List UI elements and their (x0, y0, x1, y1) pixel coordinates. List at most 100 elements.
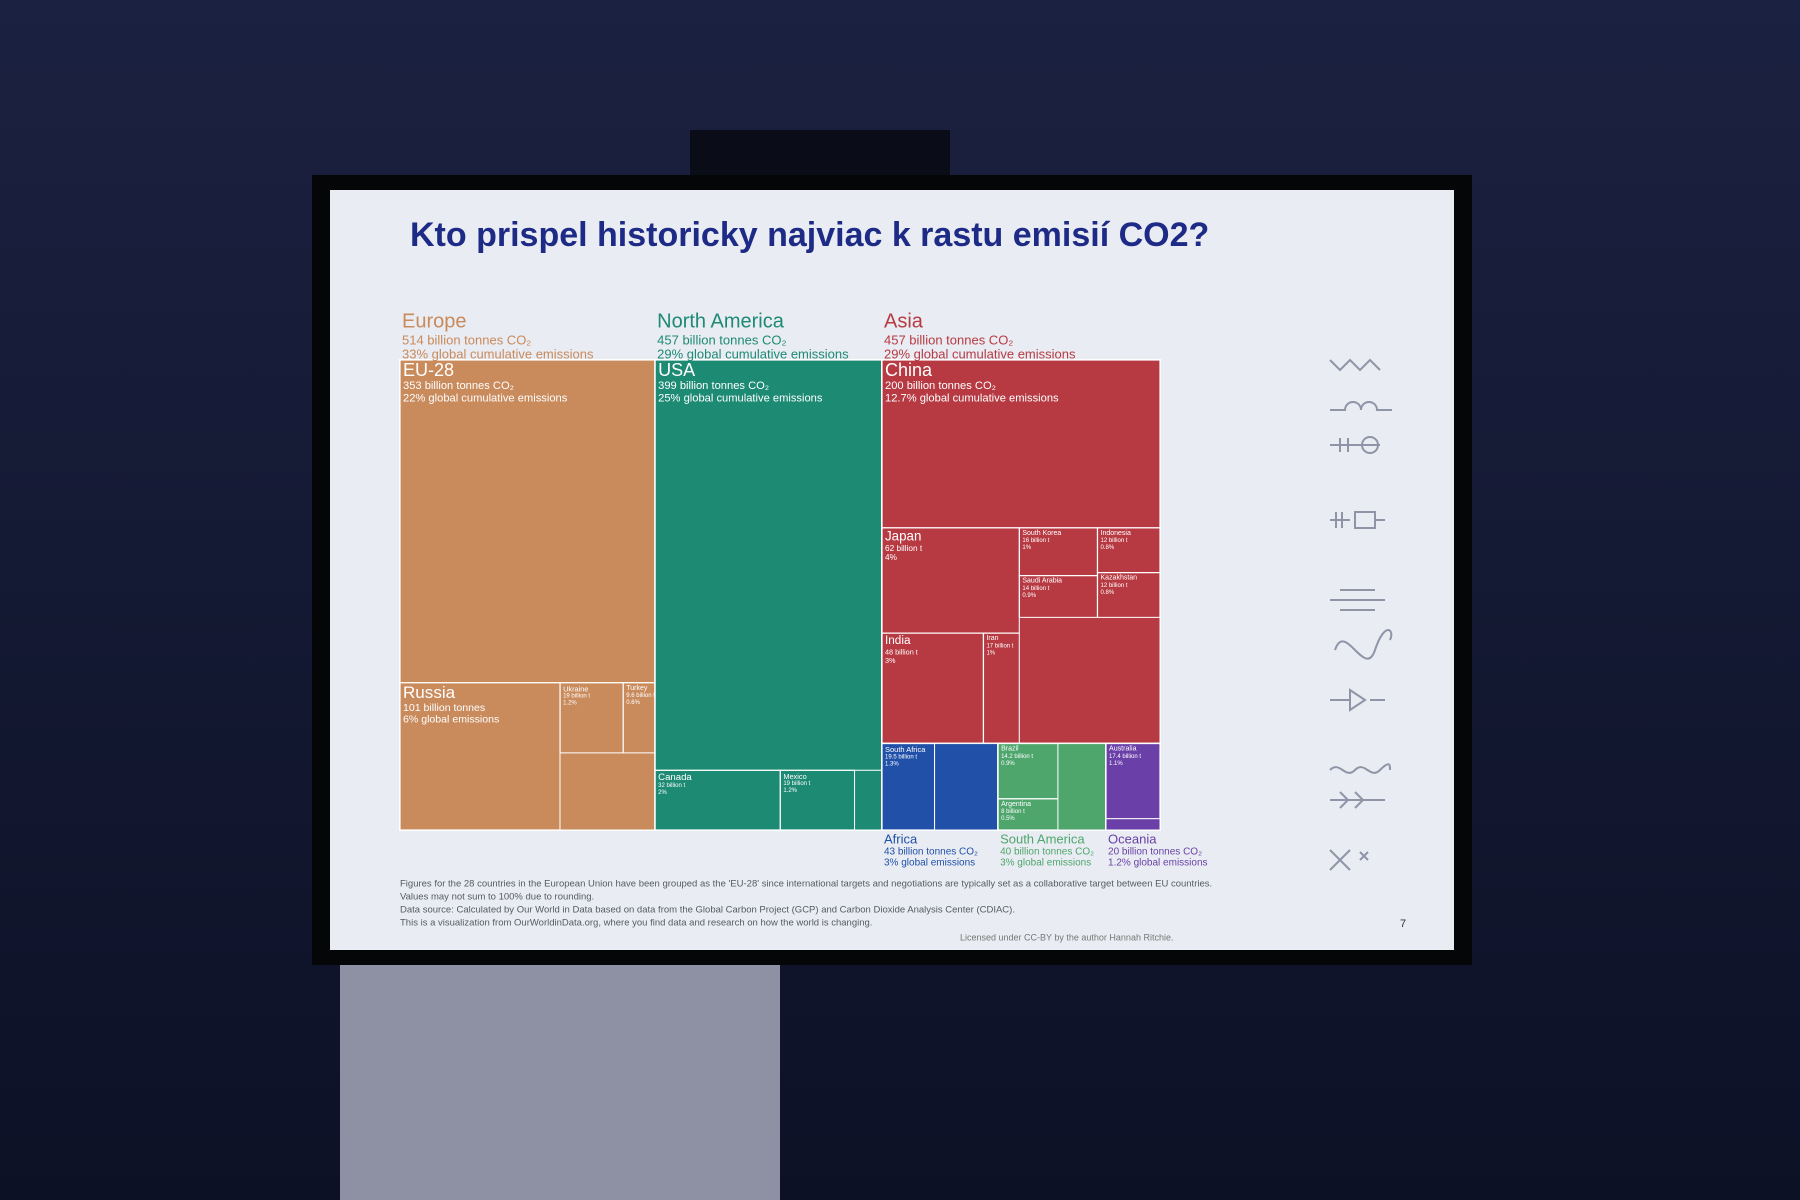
country-cell (399, 359, 656, 684)
icon (1361, 436, 1379, 454)
country-cell (779, 769, 856, 831)
footnote: Values may not sum to 100% due to roundi… (400, 891, 594, 902)
country-share-label: 1% (1022, 545, 1031, 551)
region-name: North America (657, 311, 785, 333)
country-cell (1096, 572, 1161, 619)
country-cell (1096, 527, 1161, 574)
country-name: Kazakhstan (1101, 575, 1138, 582)
country-value-label: 62 billion t (885, 544, 923, 553)
country-name: China (885, 360, 933, 380)
country-value-label: 14.2 billion t (1001, 754, 1033, 760)
region-value-label: 20 billion tonnes CO₂ (1108, 846, 1202, 857)
other-area (1105, 818, 1161, 831)
country-value-label: 9.6 billion t (626, 693, 655, 699)
country-name: Brazil (1001, 746, 1019, 753)
country-share-label: 0.9% (1022, 593, 1036, 599)
country-value-label: 19.5 billion t (885, 754, 917, 760)
icon (1329, 763, 1391, 774)
country-name: Turkey (626, 685, 648, 692)
region-value-label: 457 billion tonnes CO₂ (884, 333, 1013, 348)
country-cell (399, 682, 561, 831)
country-share-label: 1% (986, 650, 995, 656)
region-value-label: 43 billion tonnes CO₂ (884, 846, 978, 857)
country-value-label: 12 billion t (1101, 538, 1128, 544)
country-cell (622, 682, 656, 754)
country-name: Argentina (1001, 801, 1031, 808)
region-name: Europe (402, 311, 467, 333)
country-share-label: 12.7% global cumulative emissions (885, 392, 1059, 404)
region-share-label: 1.2% global emissions (1108, 857, 1208, 868)
country-cell (1018, 527, 1099, 577)
country-cell (997, 798, 1059, 831)
region-share-label: 29% global cumulative emissions (657, 347, 849, 362)
footnote: Figures for the 28 countries in the Euro… (400, 878, 1212, 889)
country-value-label: 17.4 billion t (1109, 754, 1141, 760)
footnotes: Figures for the 28 countries in the Euro… (400, 878, 1406, 942)
country-share-label: 0.6% (626, 700, 640, 706)
country-name: South Korea (1022, 530, 1061, 537)
country-value-label: 48 billion t (885, 648, 918, 657)
icon (1330, 401, 1392, 411)
country-share-label: 0.5% (1001, 816, 1015, 822)
country-cell (881, 632, 985, 745)
country-value-label: 32 billion t (658, 783, 685, 789)
region-value-label: 457 billion tonnes CO₂ (657, 333, 786, 348)
country-cell (997, 742, 1059, 800)
country-value-label: 399 billion tonnes CO₂ (658, 380, 769, 392)
icon (1334, 629, 1393, 660)
decorative-icons (1329, 358, 1393, 871)
country-cell (881, 359, 1161, 529)
credit: Licensed under CC-BY by the author Hanna… (960, 932, 1173, 942)
country-name: India (885, 634, 911, 647)
region-name: Asia (884, 311, 924, 333)
country-share-label: 1.2% (783, 788, 797, 794)
country-cell (654, 359, 883, 771)
country-value-label: 12 billion t (1101, 583, 1128, 589)
country-share-label: 6% global emissions (403, 714, 499, 726)
other-area (854, 769, 883, 831)
country-value-label: 8 billion t (1001, 809, 1025, 815)
icon (1330, 589, 1385, 611)
country-value-label: 200 billion tonnes CO₂ (885, 380, 996, 392)
country-share-label: 25% global cumulative emissions (658, 392, 823, 404)
country-value-label: 14 billion t (1022, 586, 1049, 592)
country-value-label: 19 billion t (783, 781, 810, 787)
country-share-label: 0.9% (1001, 761, 1015, 767)
country-share-label: 1.3% (885, 761, 899, 767)
country-name: Indonesia (1101, 530, 1131, 537)
country-name: Iran (986, 635, 998, 642)
country-share-label: 1.1% (1109, 761, 1123, 767)
country-value-label: 16 billion t (1022, 538, 1049, 544)
icon (1329, 358, 1381, 372)
country-cell (559, 682, 624, 754)
country-name: Ukraine (563, 684, 588, 693)
country-name: Australia (1109, 746, 1137, 753)
country-name: Japan (885, 528, 921, 543)
country-name: Russia (403, 683, 456, 702)
page-number: 7 (1400, 918, 1406, 930)
country-share-label: 0.8% (1101, 545, 1115, 551)
footnote: This is a visualization from OurWorldinD… (400, 917, 872, 928)
country-name: USA (658, 360, 695, 380)
country-value-label: 19 billion t (563, 693, 590, 699)
icon (1329, 849, 1369, 871)
country-name: EU-28 (403, 360, 454, 380)
icon (1330, 511, 1385, 529)
region-share-label: 33% global cumulative emissions (402, 347, 594, 362)
country-value-label: 353 billion tonnes CO₂ (403, 380, 514, 392)
country-cell (654, 769, 781, 831)
region-value-label: 514 billion tonnes CO₂ (402, 333, 531, 348)
icon (1330, 438, 1380, 452)
country-share-label: 4% (885, 553, 898, 562)
country-value-label: 101 billion tonnes (403, 702, 485, 714)
country-share-label: 3% (885, 656, 896, 665)
region-share-label: 3% global emissions (1000, 857, 1091, 868)
country-share-label: 1.2% (563, 700, 577, 706)
country-name: Mexico (783, 772, 806, 781)
footnote: Data source: Calculated by Our World in … (400, 904, 1015, 915)
country-cell (1018, 575, 1099, 619)
other-area (934, 743, 999, 831)
